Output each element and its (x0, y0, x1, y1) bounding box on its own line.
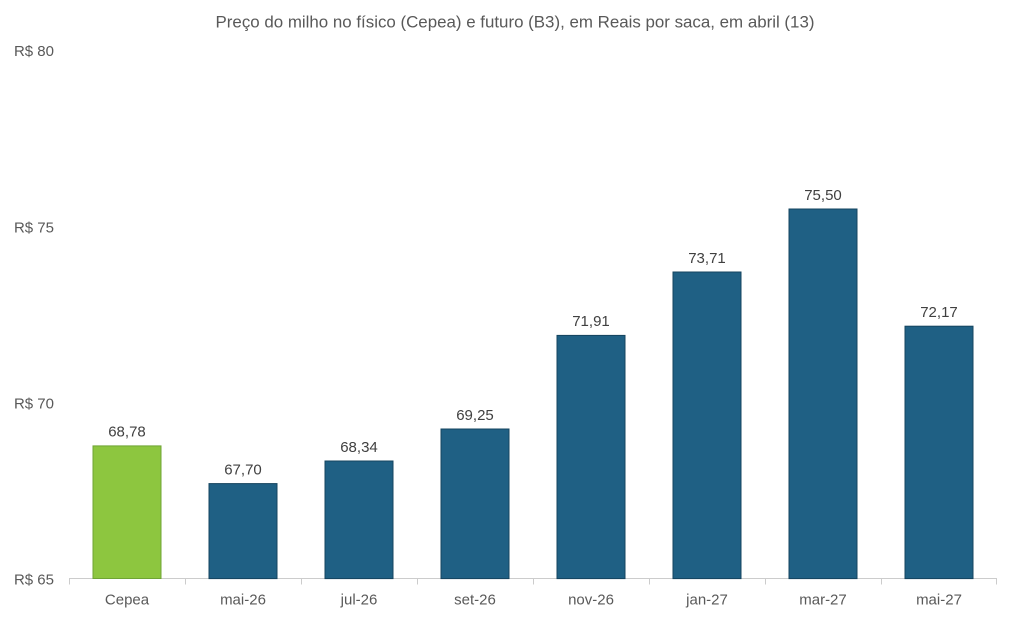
svg-text:R$ 65: R$ 65 (14, 572, 54, 589)
svg-text:71,91: 71,91 (572, 313, 610, 330)
svg-text:73,71: 73,71 (688, 250, 726, 267)
svg-text:72,17: 72,17 (920, 304, 958, 321)
svg-text:mai-27: mai-27 (916, 592, 962, 609)
svg-text:69,25: 69,25 (456, 407, 494, 424)
svg-text:75,50: 75,50 (804, 187, 842, 204)
svg-text:68,34: 68,34 (340, 439, 378, 456)
svg-text:mai-26: mai-26 (220, 592, 266, 609)
svg-text:R$ 80: R$ 80 (14, 43, 54, 60)
svg-text:Preço do milho no físico (Cepe: Preço do milho no físico (Cepea) e futur… (216, 13, 815, 32)
svg-text:set-26: set-26 (454, 592, 496, 609)
svg-text:Cepea: Cepea (105, 592, 150, 609)
svg-text:67,70: 67,70 (224, 461, 262, 478)
svg-text:mar-27: mar-27 (799, 592, 847, 609)
svg-text:68,78: 68,78 (108, 424, 146, 441)
svg-text:jul-26: jul-26 (340, 592, 378, 609)
svg-text:jan-27: jan-27 (685, 592, 728, 609)
svg-text:R$ 75: R$ 75 (14, 219, 54, 236)
svg-text:R$ 70: R$ 70 (14, 395, 54, 412)
svg-text:nov-26: nov-26 (568, 592, 614, 609)
